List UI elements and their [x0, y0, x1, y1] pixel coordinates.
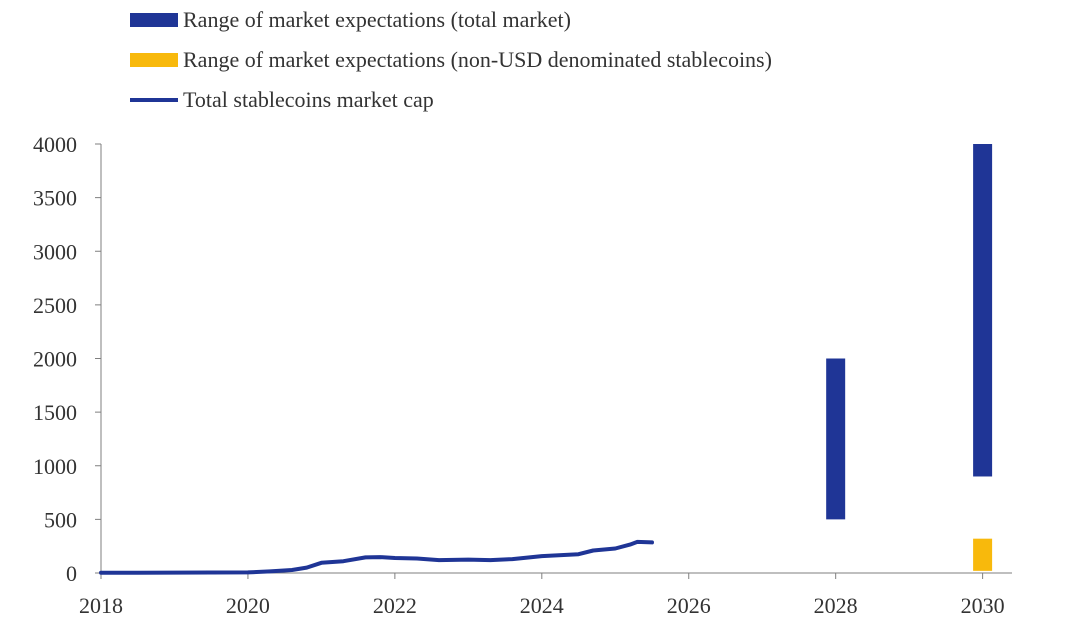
legend: Range of market expectations (total mark…	[130, 7, 772, 112]
x-tick-label: 2028	[814, 593, 858, 618]
range-bar-2	[973, 144, 993, 477]
y-tick-label: 2500	[33, 293, 77, 318]
y-tick-label: 4000	[33, 132, 77, 157]
x-tick-label: 2022	[373, 593, 417, 618]
legend-label-3: Total stablecoins market cap	[183, 87, 434, 112]
legend-label-1: Range of market expectations (total mark…	[183, 7, 571, 32]
chart-marks	[99, 144, 993, 575]
y-tick-label: 3500	[33, 186, 77, 211]
y-tick-label: 3000	[33, 239, 77, 264]
y-tick-label: 1000	[33, 454, 77, 479]
y-tick-label: 500	[44, 507, 77, 532]
y-tick-label: 2000	[33, 347, 77, 372]
range-bar-3	[973, 538, 993, 571]
x-tick-label: 2024	[520, 593, 564, 618]
legend-label-2: Range of market expectations (non-USD de…	[183, 47, 772, 72]
range-bar-1	[826, 358, 846, 520]
legend-swatch-1	[130, 13, 178, 27]
legend-swatch-3	[130, 98, 178, 102]
y-tick-label: 1500	[33, 400, 77, 425]
legend-swatch-2	[130, 53, 178, 67]
y-tick-label: 0	[66, 561, 77, 586]
x-tick-label: 2026	[667, 593, 711, 618]
x-tick-label: 2020	[226, 593, 270, 618]
series-line-total-market-cap	[99, 539, 654, 575]
axes: 0 500 1000 1500 2000 2500 3000 3500 4000 2018 2020…	[33, 132, 1012, 618]
x-tick-label: 2030	[961, 593, 1005, 618]
x-tick-label: 2018	[79, 593, 123, 618]
